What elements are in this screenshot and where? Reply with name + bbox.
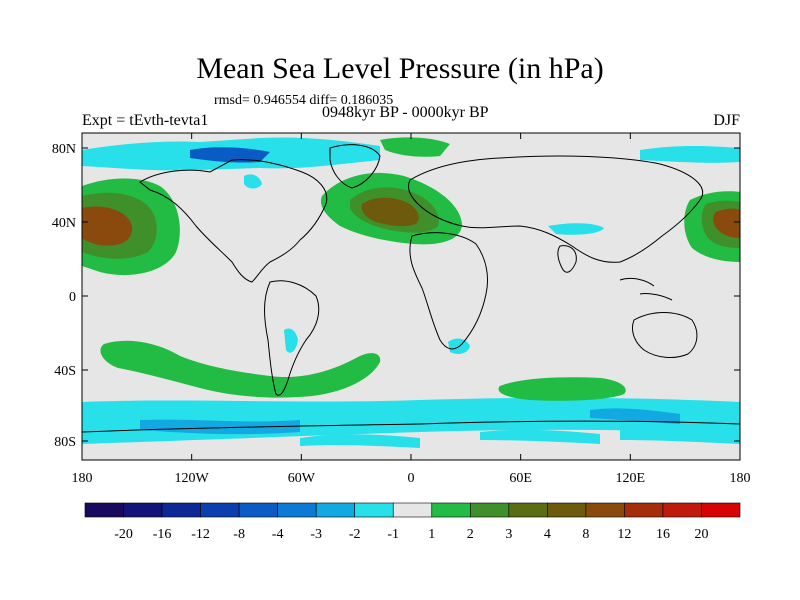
colorbar-swatch: [277, 502, 317, 518]
lon-label: 120E: [616, 471, 646, 486]
lon-label: 60W: [288, 471, 316, 486]
colorbar-swatch: [431, 502, 471, 518]
colorbar-swatch: [662, 502, 702, 518]
anomaly-south-pacific: [100, 340, 381, 398]
colorbar-label: -2: [349, 527, 361, 542]
lat-label: 80S: [54, 435, 76, 450]
season-label: DJF: [713, 112, 740, 129]
lon-label: 0: [408, 471, 415, 486]
colorbar-label: -1: [387, 527, 399, 542]
anomaly-greenland-patch: [402, 142, 430, 157]
anomaly-south-indian: [498, 377, 626, 401]
colorbar-label: -12: [191, 527, 210, 542]
colorbar-label: -20: [114, 527, 133, 542]
colorbar-label: -4: [272, 527, 284, 542]
anomaly-southamerica-patch: [284, 328, 298, 353]
stats-line: rmsd= 0.946554 diff= 0.186035: [214, 93, 394, 108]
latitude-axis: 80N 40N 0 40S 80S: [52, 142, 740, 450]
lon-label: 180: [72, 471, 93, 486]
map-field: [82, 133, 740, 460]
anomaly-antarctic-darker: [590, 408, 680, 424]
colorbar-swatch: [701, 502, 741, 518]
colorbar-swatch: [84, 502, 124, 518]
anomaly-arctic-dark: [190, 147, 270, 163]
coastlines: [82, 144, 740, 433]
colorbar-label: 2: [467, 527, 474, 542]
colorbar-label: -16: [153, 527, 172, 542]
colorbar-swatch: [547, 502, 587, 518]
colorbar-label: 8: [582, 527, 589, 542]
colorbar-label: 20: [694, 527, 708, 542]
map-title: Mean Sea Level Pressure (in hPa): [196, 52, 604, 85]
anomaly-atlantic-patch: [548, 223, 604, 235]
colorbar: -20 -16 -12 -8 -4 -3 -2 -1 1 2 3 4 8 12 16 20: [84, 502, 741, 542]
colorbar-label: -3: [310, 527, 322, 542]
colorbar-swatch: [161, 502, 201, 518]
colorbar-label: 4: [544, 527, 551, 542]
anomaly-southern-ocean-darker: [140, 419, 300, 435]
lon-label: 180: [730, 471, 751, 486]
lat-label: 40N: [52, 216, 76, 231]
colorbar-label: -8: [233, 527, 245, 542]
colorbar-swatch: [392, 502, 433, 518]
lon-label: 120W: [175, 471, 210, 486]
colorbar-swatch: [123, 502, 163, 518]
anomaly-arctic-east: [640, 146, 740, 163]
colorbar-label: 3: [505, 527, 512, 542]
lat-label: 40S: [54, 364, 76, 379]
colorbar-swatch: [508, 502, 548, 518]
anomaly-north-pacific-core: [82, 206, 133, 246]
colorbar-label: 16: [656, 527, 670, 542]
lon-label: 60E: [509, 471, 532, 486]
anomaly-north-atlantic-core: [361, 197, 419, 227]
lat-label: 80N: [52, 142, 76, 157]
anomaly-hudson-patch: [244, 174, 262, 189]
colorbar-label: 1: [428, 527, 435, 542]
longitude-axis: 180 120W 60W 0 60E 120E 180: [72, 133, 751, 486]
colorbar-swatch: [469, 502, 510, 518]
colorbar-label: 12: [617, 527, 631, 542]
colorbar-swatch: [585, 502, 625, 518]
lat-label: 0: [69, 290, 76, 305]
colorbar-swatch: [315, 502, 356, 518]
colorbar-swatch: [200, 502, 240, 518]
experiment-label: Expt = tEvth-tevta1: [82, 112, 209, 129]
period-line: 0948kyr BP - 0000kyr BP: [322, 104, 489, 121]
antarctica-cyan-patches: [300, 429, 740, 448]
colorbar-swatch: [354, 502, 394, 518]
colorbar-swatch: [238, 502, 278, 518]
anomaly-west-pacific-core: [713, 208, 740, 238]
colorbar-swatch: [624, 502, 664, 518]
